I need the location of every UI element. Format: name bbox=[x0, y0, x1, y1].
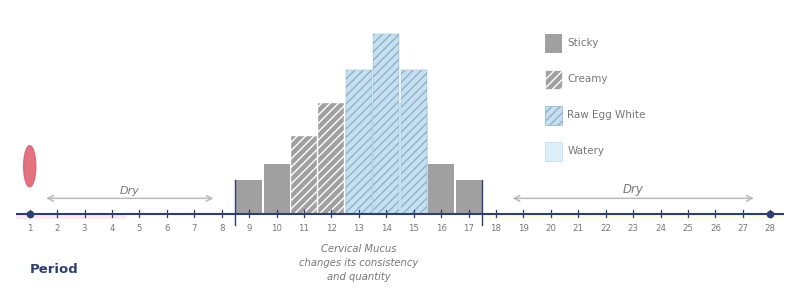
Bar bbox=[546, 69, 562, 89]
Bar bbox=[374, 34, 399, 214]
Text: 17: 17 bbox=[463, 224, 474, 233]
Text: 11: 11 bbox=[298, 224, 310, 233]
Bar bbox=[346, 69, 372, 214]
Text: 23: 23 bbox=[628, 224, 638, 233]
Bar bbox=[546, 142, 562, 161]
Text: Dry: Dry bbox=[622, 183, 643, 196]
Text: 19: 19 bbox=[518, 224, 529, 233]
Text: Period: Period bbox=[30, 263, 78, 277]
Bar bbox=[482, 214, 784, 219]
Text: 28: 28 bbox=[765, 224, 776, 233]
Bar bbox=[291, 136, 317, 214]
Text: 20: 20 bbox=[546, 224, 556, 233]
Bar bbox=[263, 164, 290, 214]
Text: 9: 9 bbox=[246, 224, 252, 233]
Text: 15: 15 bbox=[408, 224, 419, 233]
Text: Creamy: Creamy bbox=[567, 74, 608, 84]
Text: 6: 6 bbox=[164, 224, 170, 233]
Text: 7: 7 bbox=[191, 224, 197, 233]
Text: 26: 26 bbox=[710, 224, 721, 233]
Bar bbox=[401, 69, 426, 214]
Text: 8: 8 bbox=[219, 224, 225, 233]
Text: Raw Egg White: Raw Egg White bbox=[567, 110, 646, 120]
Text: 18: 18 bbox=[490, 224, 502, 233]
Bar bbox=[236, 180, 262, 214]
Text: 1: 1 bbox=[27, 224, 33, 233]
Text: 12: 12 bbox=[326, 224, 337, 233]
Text: 22: 22 bbox=[600, 224, 611, 233]
Text: 16: 16 bbox=[436, 224, 446, 233]
Text: 21: 21 bbox=[573, 224, 584, 233]
Text: 5: 5 bbox=[137, 224, 142, 233]
Text: 25: 25 bbox=[682, 224, 694, 233]
Text: 2: 2 bbox=[54, 224, 60, 233]
Bar bbox=[546, 34, 562, 53]
Bar bbox=[455, 180, 482, 214]
Text: Watery: Watery bbox=[567, 146, 604, 156]
Text: 14: 14 bbox=[381, 224, 392, 233]
Text: Cervical Mucus
changes its consistency
and quantity: Cervical Mucus changes its consistency a… bbox=[299, 244, 418, 282]
Text: 3: 3 bbox=[82, 224, 87, 233]
Bar bbox=[546, 106, 562, 125]
Text: 27: 27 bbox=[738, 224, 748, 233]
Text: Dry: Dry bbox=[120, 186, 140, 196]
Text: 13: 13 bbox=[354, 224, 364, 233]
Bar bbox=[16, 214, 126, 219]
Bar bbox=[428, 164, 454, 214]
Text: 24: 24 bbox=[655, 224, 666, 233]
Bar bbox=[318, 103, 345, 214]
Text: Sticky: Sticky bbox=[567, 38, 598, 48]
Text: 10: 10 bbox=[271, 224, 282, 233]
Bar bbox=[345, 103, 427, 214]
Polygon shape bbox=[24, 146, 36, 187]
Text: 4: 4 bbox=[110, 224, 114, 233]
